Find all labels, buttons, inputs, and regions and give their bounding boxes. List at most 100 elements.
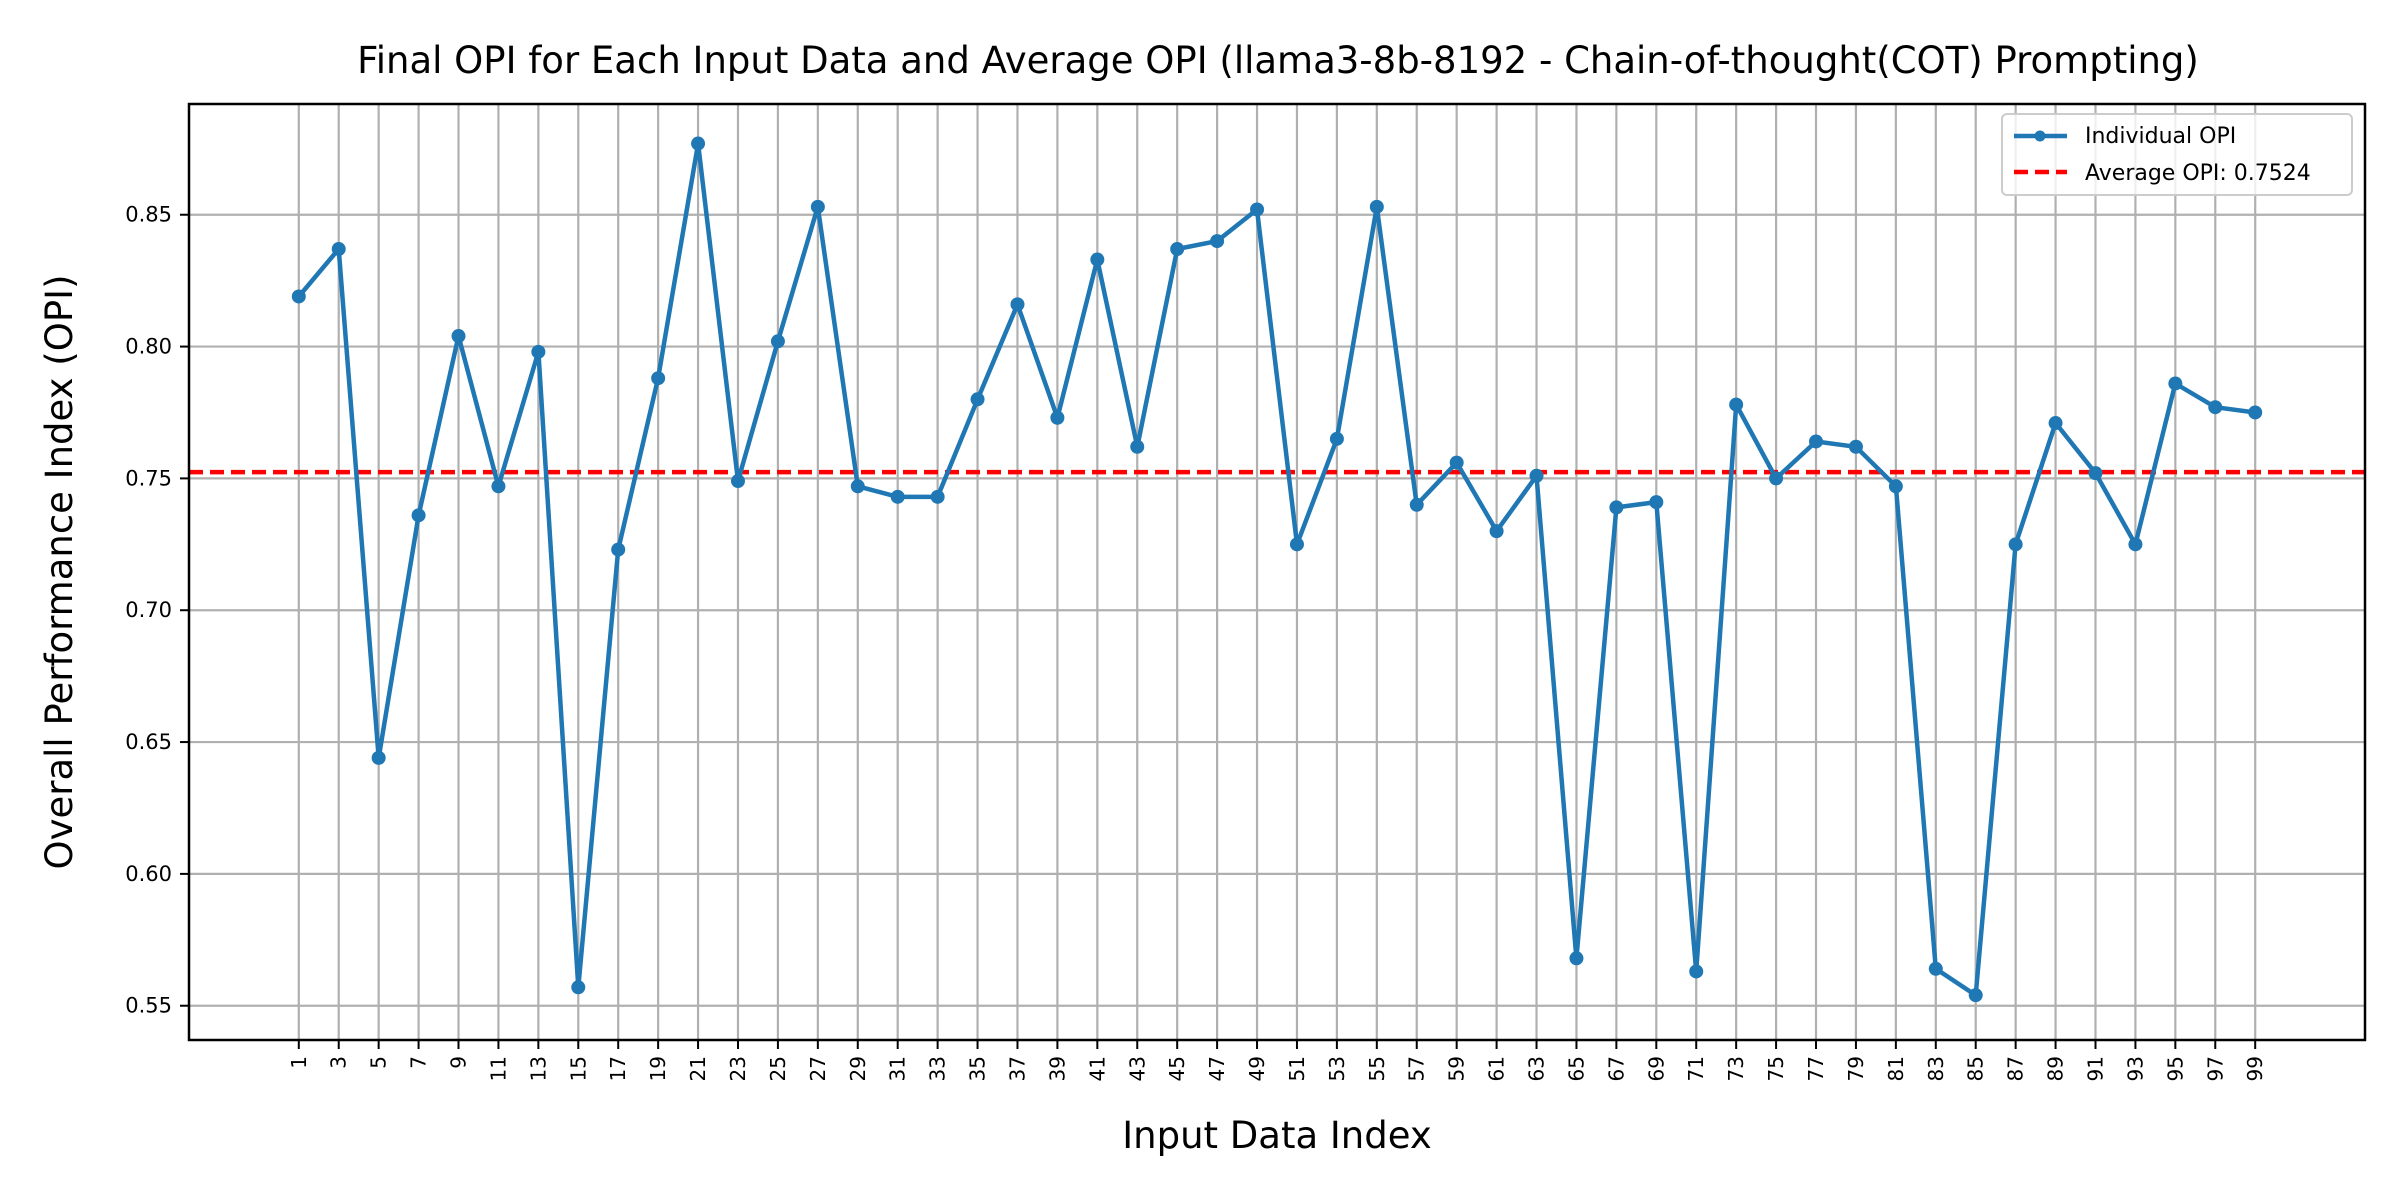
legend-label-individual: Individual OPI (2085, 124, 2236, 149)
individual-opi-point (810, 199, 825, 214)
x-tick-label: 75 (1764, 1056, 1788, 1081)
x-tick-label: 53 (1325, 1056, 1349, 1081)
individual-opi-point (1369, 199, 1384, 214)
plot-frame (187, 102, 2367, 1042)
individual-opi-point (1769, 471, 1784, 486)
x-axis-ticks: 1 3 5 7 9 11 13 15 17 19 21 23 25 27 29 31 33 35 37 39 41 43 4… (287, 1040, 2267, 1081)
individual-opi-point (331, 242, 346, 257)
legend: Individual OPI Average OPI: 0.7524 (2001, 113, 2353, 196)
individual-opi-point (1888, 479, 1903, 494)
x-tick-label: 89 (2044, 1056, 2068, 1081)
individual-opi-point (1489, 524, 1504, 539)
x-tick-label: 19 (646, 1056, 670, 1081)
x-tick-label: 23 (726, 1056, 750, 1081)
individual-opi-point (2248, 405, 2263, 420)
chart-title: Final OPI for Each Input Data and Averag… (357, 39, 2199, 82)
individual-opi-point (1569, 951, 1584, 966)
legend-label-average: Average OPI: 0.7524 (2085, 161, 2311, 186)
series-layer (291, 136, 2263, 1003)
individual-opi-point (2088, 466, 2103, 481)
individual-opi-point (2128, 537, 2143, 552)
individual-opi-point (1809, 434, 1824, 449)
individual-opi-point (770, 334, 785, 349)
x-tick-label: 35 (966, 1056, 990, 1081)
individual-opi-point (1170, 242, 1185, 257)
individual-opi-point (1529, 468, 1544, 483)
x-tick-label: 85 (1964, 1056, 1988, 1081)
individual-opi-point (1928, 961, 1943, 976)
individual-opi-point (651, 371, 666, 386)
individual-opi-point (1409, 497, 1424, 512)
individual-opi-point (890, 489, 905, 504)
individual-opi-point (1449, 455, 1464, 470)
individual-opi-point (1090, 252, 1105, 267)
individual-opi-point (970, 392, 985, 407)
individual-opi-point (451, 329, 466, 344)
individual-opi-point (1609, 500, 1624, 515)
individual-opi-point (850, 479, 865, 494)
individual-opi-point (691, 136, 706, 151)
x-tick-label: 97 (2203, 1056, 2227, 1081)
individual-opi-point (531, 344, 546, 359)
x-tick-label: 67 (1604, 1056, 1628, 1081)
individual-opi-point (2048, 416, 2063, 431)
x-tick-label: 15 (566, 1056, 590, 1081)
y-tick-label: 0.80 (125, 335, 172, 359)
y-tick-label: 0.70 (125, 598, 172, 622)
x-tick-label: 31 (886, 1056, 910, 1081)
x-tick-label: 41 (1085, 1056, 1109, 1081)
x-tick-label: 55 (1365, 1056, 1389, 1081)
x-tick-label: 7 (407, 1056, 431, 1069)
x-tick-label: 99 (2243, 1056, 2267, 1081)
individual-opi-point (2008, 537, 2023, 552)
y-tick-label: 0.55 (125, 994, 172, 1018)
x-tick-label: 59 (1445, 1056, 1469, 1081)
x-tick-label: 27 (806, 1056, 830, 1081)
individual-opi-point (1968, 988, 1983, 1003)
individual-opi-point (1010, 297, 1025, 312)
individual-opi-point (571, 980, 586, 995)
legend-marker-individual (2034, 130, 2046, 142)
x-tick-label: 39 (1045, 1056, 1069, 1081)
individual-opi-point (1649, 495, 1664, 510)
x-tick-label: 71 (1684, 1056, 1708, 1081)
x-axis-label: Input Data Index (1122, 1114, 1432, 1157)
x-tick-label: 1 (287, 1056, 311, 1069)
legend-box (2001, 113, 2353, 196)
y-tick-label: 0.75 (125, 466, 172, 490)
individual-opi-point (371, 750, 386, 765)
x-tick-label: 43 (1125, 1056, 1149, 1081)
individual-opi-point (491, 479, 506, 494)
x-tick-label: 49 (1245, 1056, 1269, 1081)
y-tick-label: 0.85 (125, 203, 172, 227)
x-tick-label: 79 (1844, 1056, 1868, 1081)
x-tick-label: 25 (766, 1056, 790, 1081)
individual-opi-point (611, 542, 626, 557)
individual-opi-point (1689, 964, 1704, 979)
individual-opi-point (930, 489, 945, 504)
x-tick-label: 81 (1884, 1056, 1908, 1081)
x-tick-label: 37 (1005, 1056, 1029, 1081)
individual-opi-point (1289, 537, 1304, 552)
individual-opi-point (1130, 439, 1145, 454)
individual-opi-point (1848, 439, 1863, 454)
x-tick-label: 33 (926, 1056, 950, 1081)
individual-opi-point (1250, 202, 1265, 217)
x-tick-label: 91 (2083, 1056, 2107, 1081)
y-axis-label: Overall Performance Index (OPI) (38, 274, 81, 869)
x-tick-label: 21 (686, 1056, 710, 1081)
x-tick-label: 95 (2163, 1056, 2187, 1081)
individual-opi-point (1050, 410, 1065, 425)
y-tick-label: 0.65 (125, 730, 172, 754)
x-tick-label: 65 (1564, 1056, 1588, 1081)
individual-opi-point (730, 474, 745, 489)
x-tick-label: 77 (1804, 1056, 1828, 1081)
individual-opi-point (291, 289, 306, 304)
individual-opi-line (297, 141, 2256, 998)
x-tick-label: 5 (367, 1056, 391, 1069)
x-tick-label: 9 (447, 1056, 471, 1069)
individual-opi-point (411, 508, 426, 523)
individual-opi-point (1329, 431, 1344, 446)
x-tick-label: 63 (1525, 1056, 1549, 1081)
